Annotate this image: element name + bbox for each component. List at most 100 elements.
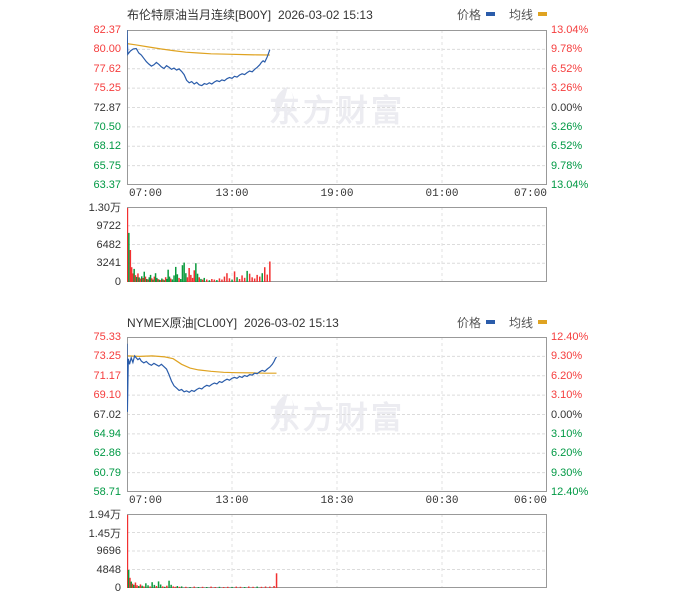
y-axis-percent-label: 0.00% — [551, 408, 583, 421]
volume-bar — [170, 584, 172, 588]
volume-axis-label: 1.94万 — [88, 509, 121, 521]
chart2-volume-axis: 1.94万 1.45万 9696 4848 0 — [0, 509, 124, 594]
legend-ma-label: 均线 — [508, 7, 533, 22]
instrument-name: 布伦特原油当月连续[B00Y] — [127, 7, 272, 22]
volume-bar — [154, 273, 157, 282]
x-axis-time-label: 13:00 — [215, 495, 249, 507]
volume-bar — [183, 262, 185, 282]
chart1-volume-plot[interactable] — [127, 207, 547, 282]
y-axis-percent-label: 9.30% — [551, 350, 583, 363]
chart1-title: 布伦特原油当月连续[B00Y] 2026-03-02 15:13 — [127, 6, 373, 23]
volume-bar — [134, 582, 137, 588]
price-line — [127, 343, 277, 412]
volume-axis-label: 1.45万 — [88, 527, 121, 540]
volume-bar — [163, 280, 166, 282]
volume-bar — [161, 278, 163, 282]
volume-bar — [168, 276, 171, 282]
y-axis-percent-label: 9.78% — [551, 159, 583, 172]
y-axis-percent-label: 6.20% — [551, 369, 583, 382]
y-axis-price-label: 75.33 — [93, 331, 121, 343]
y-axis-price-label: 65.75 — [93, 159, 121, 172]
volume-axis-label: 9696 — [96, 545, 121, 557]
volume-bar — [162, 586, 164, 588]
volume-bar — [214, 587, 216, 588]
chart2-header: NYMEX原油[CL00Y] 2026-03-02 15:13 价格 均线 — [127, 314, 547, 330]
x-axis-time-label: 07:00 — [129, 495, 163, 507]
volume-axis-label: 6482 — [96, 238, 121, 251]
legend-price-label: 价格 — [456, 7, 481, 22]
volume-bar — [222, 587, 225, 588]
volume-bar — [236, 277, 238, 282]
price-line — [127, 30, 271, 87]
chart1-header: 布伦特原油当月连续[B00Y] 2026-03-02 15:13 价格 均线 — [127, 6, 547, 22]
chart2-title: NYMEX原油[CL00Y] 2026-03-02 15:13 — [127, 314, 339, 331]
chart1-main-plot[interactable]: 东方财富 — [127, 30, 547, 185]
volume-bar — [172, 586, 174, 588]
volume-bar — [260, 586, 263, 588]
volume-bar — [178, 586, 181, 588]
volume-bar — [193, 270, 195, 282]
y-axis-price-label: 58.71 — [93, 486, 121, 498]
y-axis-price-label: 62.86 — [93, 447, 121, 460]
volume-bar — [218, 586, 221, 588]
volume-bar — [151, 278, 153, 282]
volume-bar — [241, 275, 243, 282]
volume-bar — [167, 269, 169, 282]
chart2-legend: 价格 均线 — [457, 314, 547, 331]
volume-bar — [252, 586, 254, 588]
volume-bar — [153, 276, 156, 282]
volume-bar — [233, 271, 236, 282]
y-axis-price-label: 80.00 — [93, 43, 121, 56]
chart2-volume-canvas[interactable] — [127, 514, 547, 588]
volume-bar — [135, 276, 138, 282]
volume-bar — [235, 586, 237, 588]
volume-bar — [221, 279, 223, 282]
volume-bar — [137, 273, 139, 282]
volume-bar — [218, 278, 221, 282]
chart1-legend: 价格 均线 — [457, 6, 547, 23]
volume-bar — [261, 273, 263, 282]
chart1-x-axis: 07:00 13:00 19:00 01:00 07:00 — [127, 188, 547, 202]
ma-line — [127, 355, 277, 374]
ma-line — [127, 43, 270, 56]
chart1-price-canvas[interactable] — [127, 30, 547, 185]
volume-bar — [174, 586, 177, 588]
volume-bar — [269, 261, 271, 282]
chart2-main-plot[interactable]: 东方财富 — [127, 337, 547, 492]
volume-bar — [185, 273, 187, 282]
volume-bar — [253, 278, 256, 282]
volume-bar — [166, 278, 168, 282]
volume-bar — [273, 586, 275, 588]
volume-bar — [191, 277, 194, 282]
y-axis-percent-label: 9.30% — [551, 466, 583, 479]
y-axis-percent-label: 3.10% — [551, 427, 583, 440]
volume-bar — [136, 585, 138, 588]
y-axis-percent-label: 13.04% — [551, 24, 589, 36]
price-line-swatch-icon — [485, 12, 495, 16]
volume-bar — [193, 586, 195, 588]
volume-bar — [168, 580, 170, 588]
volume-bar — [164, 277, 167, 282]
volume-axis-label: 0 — [114, 582, 121, 594]
chart1-volume-canvas[interactable] — [127, 207, 547, 282]
volume-bar — [196, 273, 199, 282]
volume-axis-label: 1.30万 — [88, 202, 121, 214]
chart2-price-canvas[interactable] — [127, 337, 547, 492]
volume-bar — [238, 279, 241, 282]
volume-bar — [151, 582, 153, 588]
volume-bar — [152, 279, 154, 282]
y-axis-price-label: 63.37 — [93, 179, 121, 191]
volume-bar — [133, 268, 135, 282]
chart2-volume-plot[interactable] — [127, 514, 547, 588]
volume-bar — [248, 586, 250, 588]
ma-line-swatch-icon — [538, 12, 547, 16]
y-axis-price-label: 67.02 — [93, 408, 121, 421]
plot-border — [127, 30, 547, 185]
instrument-name: NYMEX原油[CL00Y] — [127, 315, 238, 330]
volume-bar — [127, 515, 129, 588]
volume-bar — [130, 581, 132, 588]
y-axis-percent-label: 0.00% — [551, 101, 583, 114]
volume-bar — [138, 277, 140, 282]
chart1-left-axis: 82.37 80.00 77.62 75.25 72.87 70.50 68.12 65.75… — [0, 24, 124, 191]
volume-bar — [134, 275, 137, 282]
